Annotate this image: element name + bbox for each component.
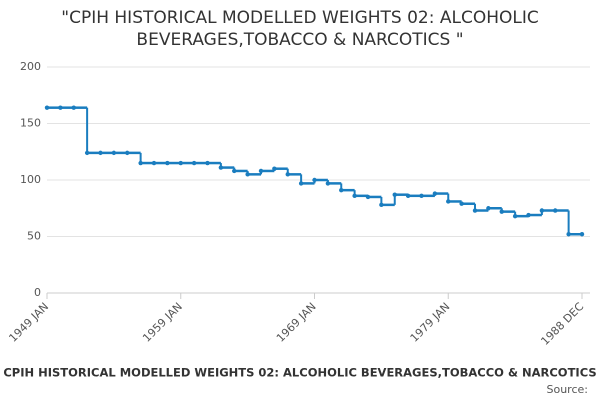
point [178,160,183,166]
x-tick-label: 1959 JAN [140,300,185,345]
point [84,150,90,156]
point [191,160,197,166]
point [352,193,357,199]
point [58,105,63,110]
point [539,208,545,213]
point [432,191,438,196]
point [98,150,103,156]
y-tick-label: 50 [27,230,41,243]
x-tick-label: 1988 DEC [538,300,586,348]
point [566,232,571,237]
y-tick-label: 200 [20,60,41,73]
point [232,168,237,174]
chart-title: "CPIH HISTORICAL MODELLED WEIGHTS 02: AL… [61,8,539,28]
plot-area: 0 50 100 150 200 1949 JAN 1959 JAN 1969 JAN 1979… [6,60,590,348]
point [258,168,264,174]
point [285,172,290,177]
point [71,105,76,110]
point [379,202,384,208]
point [272,166,277,171]
point [512,213,518,219]
point [218,165,224,170]
point [298,181,304,186]
point [472,208,478,213]
point [111,150,117,156]
point [125,150,130,156]
point [339,187,344,193]
point [245,172,250,177]
point [526,212,531,218]
point [312,177,317,183]
point [205,160,210,166]
point [446,199,451,204]
point [405,193,411,199]
point [486,206,491,211]
point [44,105,50,110]
point [499,209,504,214]
point [325,181,331,186]
point [365,194,371,200]
point [138,160,143,166]
point [459,201,464,206]
y-tick-label: 0 [34,286,41,299]
y-tick-label: 150 [20,117,41,130]
footer-title: CPIH HISTORICAL MODELLED WEIGHTS 02: ALC… [3,366,596,380]
point [165,160,170,166]
point [151,160,157,166]
x-tick-label: 1949 JAN [6,300,51,345]
point [392,192,397,197]
chart-title: BEVERAGES,TOBACCO & NARCOTICS " [136,30,463,50]
point [579,232,585,237]
y-tick-label: 100 [20,173,41,186]
x-tick-label: 1979 JAN [408,300,453,345]
point [553,208,558,213]
source: Source: [547,383,589,396]
point [419,193,424,199]
x-tick-label: 1969 JAN [274,300,319,345]
